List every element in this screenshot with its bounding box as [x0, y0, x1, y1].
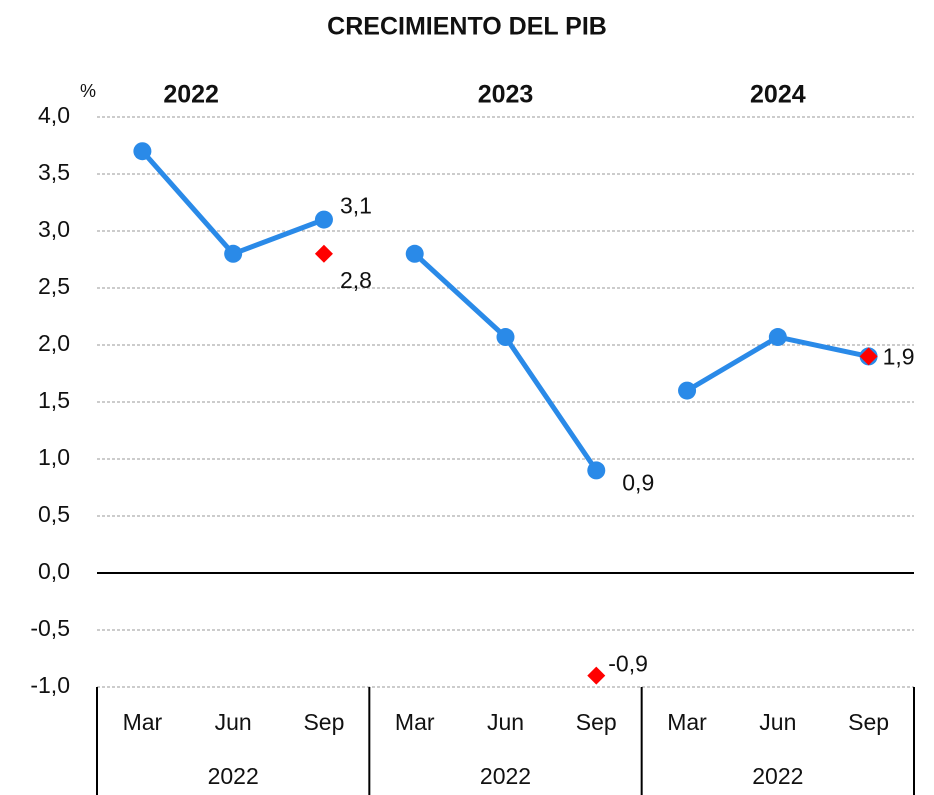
y-unit: % [80, 81, 96, 101]
y-tick-label: 3,5 [38, 159, 70, 185]
data-point [314, 244, 333, 263]
data-label: 0,9 [622, 469, 654, 495]
data-label: 3,1 [340, 193, 372, 219]
x-tick-label: Jun [215, 709, 252, 735]
y-tick-label: 1,5 [38, 387, 70, 413]
data-point [678, 381, 697, 400]
group-label: 2022 [752, 763, 803, 789]
y-tick-label: 4,0 [38, 102, 70, 128]
x-tick-label: Sep [848, 709, 889, 735]
data-label: 1,9 [883, 343, 915, 369]
data-label: 2,8 [340, 267, 372, 293]
data-point [768, 328, 787, 347]
x-tick-label: Sep [303, 709, 344, 735]
data-point [496, 328, 515, 347]
x-tick-label: Jun [759, 709, 796, 735]
y-tick-label: 3,0 [38, 216, 70, 242]
y-tick-label: 2,5 [38, 273, 70, 299]
y-tick-label: 0,0 [38, 558, 70, 584]
x-tick-label: Sep [576, 709, 617, 735]
period-label: 2022 [163, 81, 219, 109]
group-label: 2022 [480, 763, 531, 789]
x-tick-label: Jun [487, 709, 524, 735]
data-point [314, 210, 333, 229]
y-tick-label: 0,5 [38, 501, 70, 527]
data-point [405, 244, 424, 263]
data-point [133, 142, 152, 161]
data-point [587, 666, 606, 685]
y-tick-label: -1,0 [30, 672, 70, 698]
period-label: 2023 [478, 81, 534, 109]
period-label: 2024 [750, 81, 806, 109]
x-tick-label: Mar [395, 709, 435, 735]
group-label: 2022 [208, 763, 259, 789]
data-point [859, 347, 878, 366]
data-point [587, 461, 606, 480]
y-tick-label: -0,5 [30, 615, 70, 641]
data-point [224, 244, 243, 263]
data-label: -0,9 [608, 651, 648, 677]
y-tick-label: 2,0 [38, 330, 70, 356]
y-tick-label: 1,0 [38, 444, 70, 470]
x-tick-label: Mar [667, 709, 707, 735]
series-line [413, 251, 599, 472]
series-line [140, 149, 325, 257]
x-tick-label: Mar [123, 709, 163, 735]
chart-title: CRECIMIENTO DEL PIB [327, 13, 607, 41]
